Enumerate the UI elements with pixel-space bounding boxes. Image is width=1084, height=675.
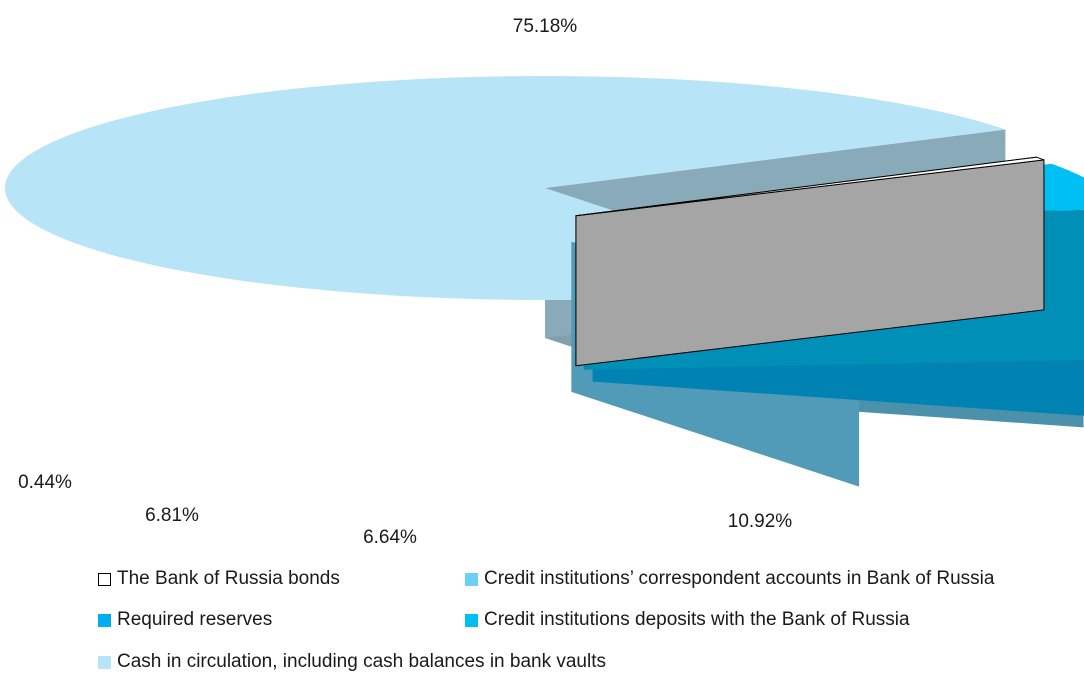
slice-top [4,76,1006,301]
value-label-required-reserves: 6.64% [363,527,417,548]
slice-bonds [575,156,1045,367]
value-label-cash: 75.18% [513,16,578,37]
pie-value-labels: 75.18% 10.92% 6.64% 6.81% 0.44% [18,16,792,548]
value-label-bonds: 0.44% [18,472,72,493]
value-label-deposits: 6.81% [145,505,199,526]
value-label-correspondent: 10.92% [728,511,793,532]
pie-slices [4,76,1084,487]
slice-top [575,156,1045,217]
